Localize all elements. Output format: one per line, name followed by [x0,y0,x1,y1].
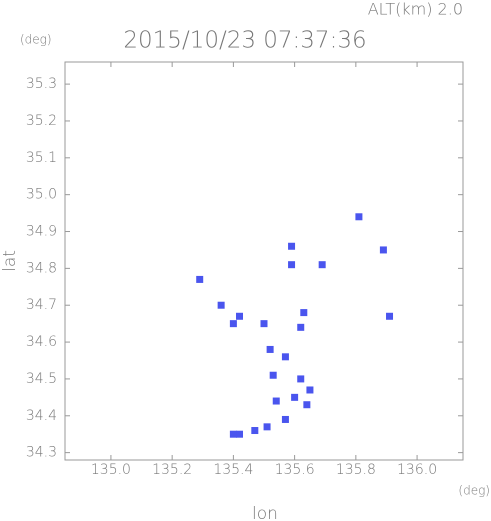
y-tick-label: 35.0 [26,187,57,203]
y-tick-label: 35.1 [26,150,57,166]
echo [269,371,277,379]
x-tick-label: 136.0 [397,462,437,478]
echo [251,427,259,435]
echo [266,345,274,353]
x-axis-label: lon [252,504,278,521]
echo [229,430,237,438]
echo [260,320,268,328]
x-tick-label: 135.4 [213,462,253,478]
echo [379,246,387,254]
echo [306,386,314,394]
x-tick-label: 135.0 [91,462,131,478]
x-tick-label: 135.6 [275,462,315,478]
echo [236,430,244,438]
y-axis-label: lat [0,250,20,272]
echo [297,375,305,383]
plot-frame [64,61,464,461]
echo [281,415,289,423]
echo [288,261,296,269]
echo [236,312,244,320]
chart-subtitle: ALT(km) 2.0 [368,0,463,19]
y-tick-label: 34.5 [26,371,57,387]
echo [303,401,311,409]
echo [229,320,237,328]
y-tick-label: 34.4 [26,408,57,424]
echo [355,213,363,221]
chart-title: 2015/10/23 07:37:36 [123,28,366,54]
echo [386,312,394,320]
y-tick-label: 34.8 [26,260,57,276]
y-tick-label: 35.3 [26,76,57,92]
y-tick-label: 35.2 [26,113,57,129]
y-tick-label: 34.9 [26,224,57,240]
echo [291,393,299,401]
x-unit: (deg) [458,484,490,498]
x-tick-label: 135.2 [152,462,192,478]
echo [297,323,305,331]
y-unit: (deg) [20,33,52,47]
echo [196,275,204,283]
echo [288,242,296,250]
x-tick-label: 135.8 [336,462,376,478]
echo [300,309,308,317]
echo [217,301,225,309]
echo [263,423,271,431]
y-tick-label: 34.3 [26,445,57,461]
echo [318,261,326,269]
echo [281,353,289,361]
y-tick-label: 34.7 [26,297,57,313]
y-tick-label: 34.6 [26,334,57,350]
echo [272,397,280,405]
